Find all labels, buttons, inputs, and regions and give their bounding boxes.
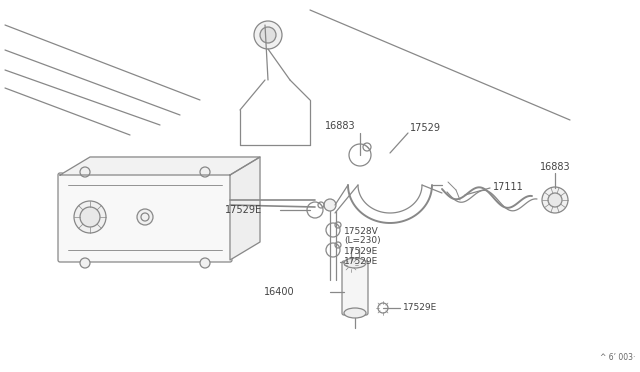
Polygon shape [230,157,260,260]
Circle shape [200,258,210,268]
Text: 17111: 17111 [493,182,524,192]
Text: 16883: 16883 [540,162,571,172]
Text: 17528V: 17528V [344,228,379,237]
FancyBboxPatch shape [58,173,232,262]
Circle shape [80,258,90,268]
Circle shape [80,167,90,177]
Text: ^ 6’ 003·: ^ 6’ 003· [600,353,636,362]
Circle shape [260,27,276,43]
FancyBboxPatch shape [342,261,368,315]
Circle shape [254,21,282,49]
Ellipse shape [344,258,366,268]
Ellipse shape [344,308,366,318]
Circle shape [80,207,100,227]
Text: 17529E: 17529E [225,205,262,215]
Polygon shape [60,157,260,175]
Circle shape [542,187,568,213]
Text: 17529E: 17529E [403,304,437,312]
Circle shape [137,209,153,225]
Text: 17529: 17529 [410,123,441,133]
Text: 16400: 16400 [264,287,295,297]
Circle shape [324,199,336,211]
Circle shape [548,193,562,207]
Text: 17529E: 17529E [344,247,378,257]
Text: (L=230): (L=230) [344,237,381,246]
Text: 16883: 16883 [324,121,355,131]
Circle shape [74,201,106,233]
Circle shape [200,167,210,177]
Text: 17529E: 17529E [344,257,378,266]
